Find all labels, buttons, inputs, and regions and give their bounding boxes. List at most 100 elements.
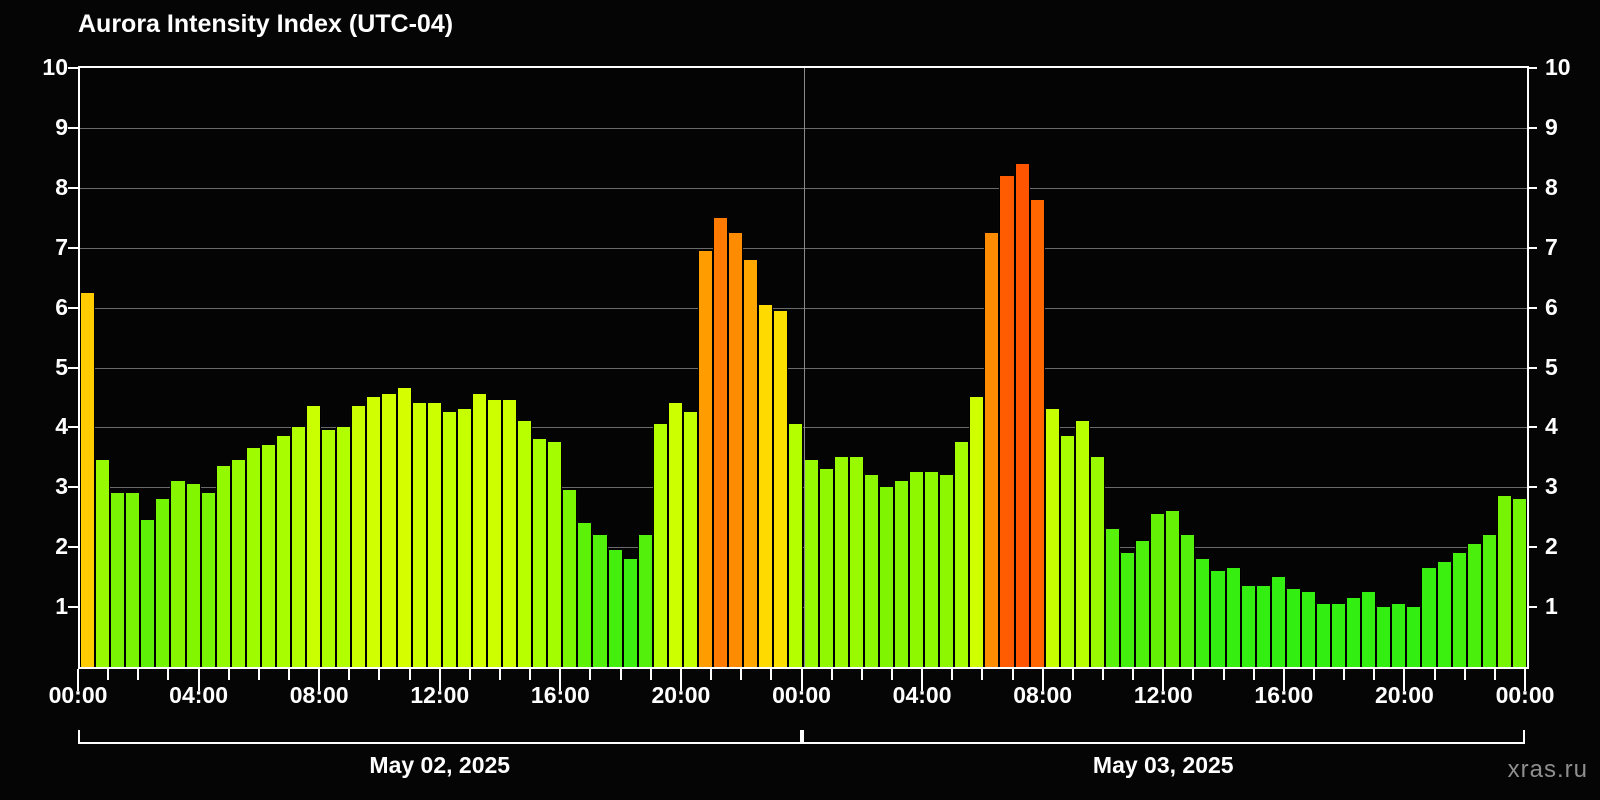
bar [607,550,623,667]
x-axis-minor-tick [589,669,592,680]
bar [1029,199,1045,667]
y-axis-tick-label: 6 [55,293,68,320]
x-axis-tick-label: 20:00 [1374,682,1434,708]
bar [909,472,925,667]
bar [1481,535,1497,667]
x-axis-major-tick [559,669,562,691]
bar [1300,592,1316,667]
y-axis-tick-mark [1527,366,1537,369]
y-axis-tick-label: 8 [1545,173,1558,200]
x-axis-minor-tick [107,669,110,680]
x-axis-minor-tick [378,669,381,680]
bar [1285,589,1301,667]
y-axis-tick-mark [1527,426,1537,429]
y-axis-tick-label: 6 [1545,293,1558,320]
bar [1436,562,1452,667]
y-axis-tick-mark [1527,126,1537,129]
page-title: Aurora Intensity Index (UTC-04) [78,10,454,38]
x-axis-minor-tick [1192,669,1195,680]
x-axis-minor-tick [649,669,652,680]
bar [1225,568,1241,667]
bar [743,259,759,667]
day-divider [803,68,805,667]
x-axis-minor-tick [1132,669,1135,680]
bar [1496,496,1512,667]
bar [999,175,1015,667]
bar [486,400,503,667]
y-axis-tick-mark [68,67,78,69]
bar [577,523,593,667]
y-axis-tick-label: 4 [55,413,68,440]
x-axis-minor-tick [860,669,863,680]
x-axis-minor-tick [468,669,471,680]
y-axis-tick-label: 1 [1545,593,1558,620]
x-axis-minor-tick [710,669,713,680]
bar [110,493,126,667]
x-axis-major-tick [438,669,441,691]
x-axis-ticks [0,669,1600,699]
bar [652,424,668,667]
y-axis-tick-label: 2 [55,533,68,560]
x-axis-minor-tick [227,669,230,680]
plot-bottom-border [78,667,1529,669]
bar [1255,586,1271,667]
bar [245,448,261,667]
bar [1511,499,1527,667]
y-axis-tick-mark [68,246,78,249]
bar [728,232,744,667]
plot-top-border [78,66,1529,68]
y-axis-tick-label: 7 [1545,233,1558,260]
bar [878,487,894,667]
y-axis-tick-label: 5 [1545,353,1558,380]
bar [1165,511,1181,667]
x-axis-tick-label: 08:00 [289,682,349,708]
x-axis-tick-label: 16:00 [1254,682,1314,708]
bar [215,466,231,667]
x-axis-minor-tick [890,669,893,680]
bar [1240,586,1256,667]
x-axis-major-tick [1403,669,1406,691]
x-axis-minor-tick [499,669,502,680]
y-axis-tick-label: 9 [1545,113,1558,140]
y-axis-tick-label: 1 [55,593,68,620]
x-axis-minor-tick [1101,669,1104,680]
x-axis-minor-tick [408,669,411,680]
x-axis-major-tick [800,669,803,691]
y-axis-tick-mark [1527,246,1537,249]
y-axis-tick-label: 3 [1545,473,1558,500]
x-axis-tick-label: 00:00 [48,682,108,708]
x-axis-major-tick [77,669,79,691]
y-axis-tick-label: 10 [1545,54,1571,80]
bar [140,520,156,667]
x-axis-minor-tick [348,669,351,680]
bar [1346,598,1362,667]
bar [818,469,834,667]
x-axis-minor-tick [830,669,833,680]
bar [170,481,186,667]
x-axis-minor-tick [137,669,140,680]
bar [1180,535,1196,667]
x-axis-minor-tick [770,669,773,680]
bar [1014,163,1030,667]
bar [426,403,442,667]
bar [773,310,789,667]
bar [1466,544,1482,667]
y-axis-tick-mark [1527,606,1537,609]
bar [1315,604,1332,667]
bar [155,499,171,667]
x-axis-major-tick [197,669,200,691]
bar [682,412,698,667]
bar [275,436,291,667]
plot-area [78,68,1529,667]
x-axis-tick-label: 04:00 [892,682,952,708]
bar [517,421,533,667]
x-axis-tick-label: 00:00 [772,682,831,708]
x-axis-major-tick [921,669,924,691]
x-axis-major-tick [679,669,682,691]
bar [441,412,457,667]
bar [1361,592,1377,667]
bar [351,406,367,667]
y-axis-tick-label: 4 [1545,413,1558,440]
x-axis-minor-tick [981,669,984,680]
